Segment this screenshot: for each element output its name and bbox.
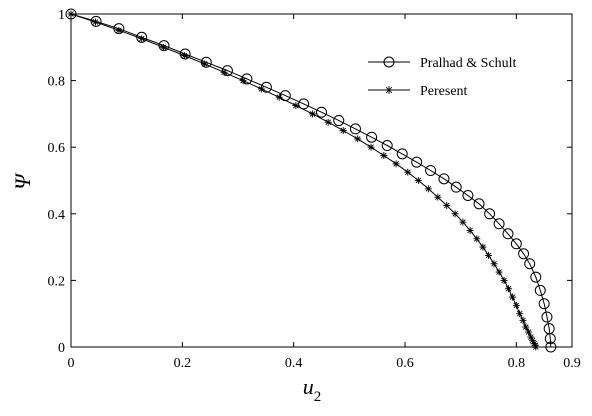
data-point-star [220,68,228,76]
data-point-star [500,276,508,284]
y-axis-label: Ψ [10,172,35,190]
data-point-circle [524,258,536,270]
data-point-circle [411,156,423,168]
data-point-circle [473,198,485,210]
data-point-circle [538,298,550,310]
y-tick-label: 1 [58,8,65,23]
y-tick-label: 0.4 [48,208,66,223]
data-point-circle [484,208,496,220]
data-point-circle [381,140,393,152]
data-point-star [466,226,474,234]
data-point-star [525,328,533,336]
axis-ticks: 0 0.2 0.4 0.6 0.8 0.9 0 0.2 0.4 0.6 0.8 1 [48,8,581,371]
x-axis-label-main: u [303,374,314,399]
data-point-circle [366,131,378,143]
data-point-star [91,18,99,26]
data-point-star [181,52,189,60]
x-axis-label-subscript: 2 [314,389,322,405]
data-point-star [239,77,247,85]
data-point-star [451,210,459,218]
data-point-star [532,343,540,351]
data-point-circle [333,115,345,127]
x-tick-label: 0.2 [174,356,192,371]
data-point-star [404,168,412,176]
data-point-star [339,127,347,135]
data-point-star [257,85,265,93]
data-point-star [275,93,283,101]
data-point-star [495,268,503,276]
data-point-circle [65,8,77,20]
data-point-circle [518,248,530,260]
data-point-star [434,193,442,201]
legend-marker-peresent [385,86,393,94]
data-point-circle [534,284,546,296]
data-point-circle [438,173,450,185]
data-point-star [324,118,332,126]
data-point-star [309,110,317,118]
data-point-star [479,243,487,251]
data-point-star [519,316,527,324]
data-point-star [380,152,388,160]
x-axis-label: u2 [303,374,322,405]
x-tick-label: 0.8 [508,356,526,371]
data-point-star [527,333,535,341]
data-point-circle [298,98,310,110]
data-point-star [115,26,123,34]
data-point-star [367,143,375,151]
legend-label-pralhad: Pralhad & Schult [420,56,517,71]
data-point-star [443,201,451,209]
data-point-star [505,285,513,293]
data-point-star [508,293,516,301]
data-point-star [473,235,481,243]
y-tick-label: 0.2 [48,274,66,289]
legend-box [362,40,560,108]
data-point-circle [530,271,542,283]
data-point-star [138,35,146,43]
data-point-star [292,102,300,110]
data-point-star [159,43,167,51]
data-point-circle [90,15,102,27]
data-point-star [424,185,432,193]
data-point-circle [545,341,557,353]
y-tick-label: 0 [58,341,65,356]
data-point-star [385,86,393,94]
x-tick-label: 0 [68,356,75,371]
data-point-star [201,60,209,68]
data-point-star [354,135,362,143]
data-point-circle [462,189,474,201]
data-point-star [392,160,400,168]
x-tick-label: 0.6 [396,356,414,371]
data-point-circle [510,238,522,250]
data-point-circle [349,123,361,135]
legend-marker-pralhad [383,56,395,68]
data-point-star [414,177,422,184]
series-layer [65,8,557,353]
y-tick-label: 0.8 [48,75,66,90]
data-point-star [67,10,75,18]
data-point-circle [316,106,327,118]
legend-label-peresent: Peresent [420,84,468,99]
y-tick-label: 0.6 [48,141,66,156]
data-point-circle [425,165,437,177]
data-point-circle [450,181,462,193]
data-point-circle [541,311,553,323]
data-point-circle [502,228,514,240]
data-point-circle [493,218,505,230]
data-point-circle [544,333,556,345]
data-point-star [459,218,467,226]
data-point-circle [396,148,408,160]
data-point-star [490,260,498,268]
legend: Pralhad & Schult Peresent [362,40,560,108]
data-point-star [516,310,524,318]
x-tick-label: 0.9 [563,356,581,371]
x-tick-label: 0.4 [285,356,303,371]
data-point-star [512,301,520,309]
data-point-star [522,323,530,331]
data-point-star [485,251,492,259]
